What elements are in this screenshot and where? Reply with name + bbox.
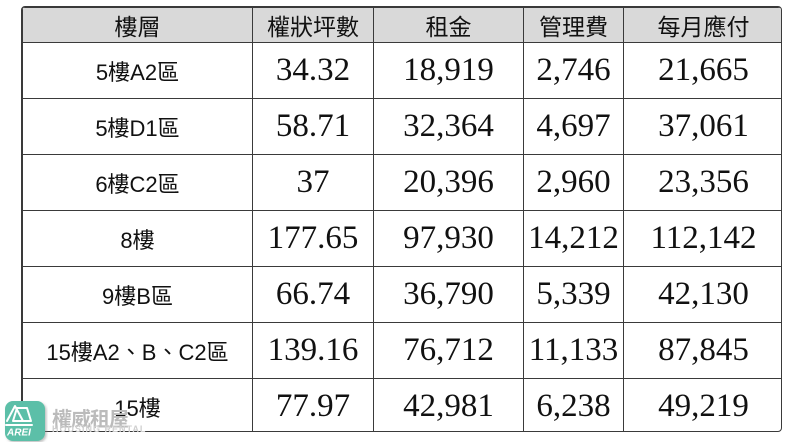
svg-text:AREI: AREI bbox=[6, 428, 31, 439]
